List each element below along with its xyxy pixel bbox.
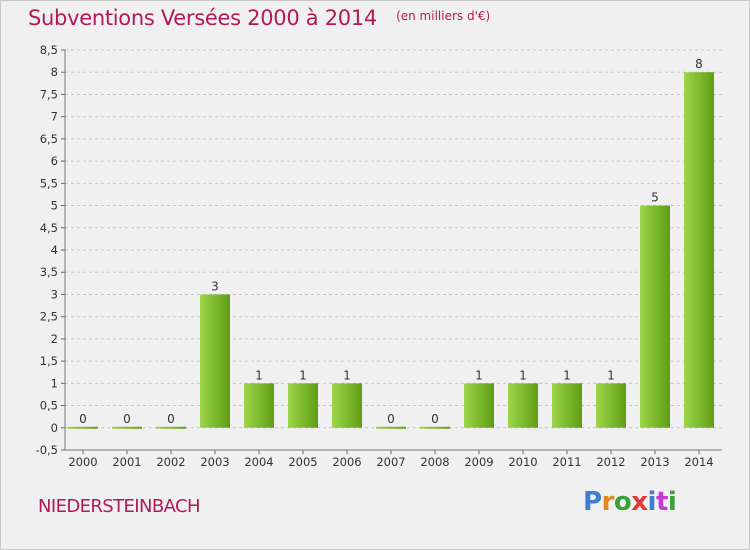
data-label: 1 [299, 368, 307, 382]
y-tick-label: 5,5 [40, 176, 58, 190]
y-tick-label: 0,5 [40, 399, 58, 413]
bar-2011 [552, 383, 582, 428]
x-tick-label: 2003 [200, 455, 229, 469]
x-tick-label: 2013 [640, 455, 669, 469]
bar-2006 [332, 383, 362, 428]
bar-2008 [420, 426, 450, 429]
data-label: 1 [475, 368, 483, 382]
data-label: 1 [607, 368, 615, 382]
title-row: Subventions Versées 2000 à 2014 (en mill… [28, 6, 490, 30]
commune-name: NIEDERSTEINBACH [38, 496, 201, 517]
y-tick-label: 8,5 [40, 43, 58, 57]
x-tick-label: 2008 [420, 455, 449, 469]
axes: -0,5 0 0,5 1 1,5 2 2,5 3 3,5 4 4,5 5 5,5 6 6,5 7 7,5 8 8,5… [36, 43, 722, 469]
x-tick-label: 2001 [112, 455, 141, 469]
x-tick-label: 2000 [68, 455, 97, 469]
x-tick-label: 2012 [596, 455, 625, 469]
data-labels: 0 0 0 3 1 1 1 0 0 1 1 1 1 5 8 [79, 57, 703, 426]
bar-2005 [288, 383, 318, 428]
y-tick-label: 3 [51, 287, 58, 301]
y-tick-label: 2 [51, 332, 58, 346]
logo-letter: i [667, 487, 677, 517]
bar-2014 [684, 72, 714, 428]
x-tick-label: 2007 [376, 455, 405, 469]
data-label: 1 [255, 368, 263, 382]
logo-letter: P [583, 487, 602, 517]
logo-letter: x [631, 487, 648, 517]
data-label: 1 [563, 368, 571, 382]
data-label: 1 [519, 368, 527, 382]
y-tick-label: 1 [51, 376, 58, 390]
y-tick-label: 8 [51, 65, 58, 79]
data-label: 1 [343, 368, 351, 382]
bar-2009 [464, 383, 494, 428]
y-tick-label: -0,5 [36, 443, 58, 457]
x-tick-label: 2002 [156, 455, 185, 469]
logo-letter: i [647, 487, 657, 517]
y-tick-label: 6,5 [40, 132, 58, 146]
x-tick-label: 2009 [464, 455, 493, 469]
y-tick-label: 1,5 [40, 354, 58, 368]
y-tick-label: 7 [51, 110, 58, 124]
bar-2013 [640, 205, 670, 428]
bar-2000 [68, 426, 98, 429]
proxiti-logo: Proxiti [583, 487, 677, 517]
data-label: 3 [211, 279, 219, 293]
y-tick-label: 3,5 [40, 265, 58, 279]
data-label: 0 [123, 412, 131, 426]
x-tick-label: 2014 [684, 455, 713, 469]
y-tick-label: 5 [51, 199, 58, 213]
bar-2002 [156, 426, 186, 429]
bars [68, 72, 714, 429]
data-label: 0 [167, 412, 175, 426]
bar-2012 [596, 383, 626, 428]
data-label: 8 [695, 57, 703, 71]
bar-2003 [200, 294, 230, 428]
data-label: 0 [79, 412, 87, 426]
y-tick-label: 2,5 [40, 310, 58, 324]
y-tick-label: 0 [51, 421, 58, 435]
x-tick-label: 2004 [244, 455, 273, 469]
logo-letter: t [655, 487, 668, 517]
logo-letter: o [613, 487, 632, 517]
logo-letter: r [601, 487, 615, 517]
chart-title: Subventions Versées 2000 à 2014 [28, 6, 377, 30]
data-label: 0 [431, 412, 439, 426]
bar-2007 [376, 426, 406, 429]
y-tick-label: 7,5 [40, 87, 58, 101]
y-tick-label: 4 [51, 243, 58, 257]
x-tick-label: 2005 [288, 455, 317, 469]
bar-2010 [508, 383, 538, 428]
bar-2004 [244, 383, 274, 428]
bar-2001 [112, 426, 142, 429]
data-label: 5 [651, 191, 659, 205]
data-label: 0 [387, 412, 395, 426]
y-tick-label: 4,5 [40, 221, 58, 235]
x-tick-label: 2006 [332, 455, 361, 469]
x-tick-label: 2011 [552, 455, 581, 469]
y-tick-label: 6 [51, 154, 58, 168]
x-tick-label: 2010 [508, 455, 537, 469]
chart-subtitle: (en milliers d'€) [396, 9, 491, 23]
